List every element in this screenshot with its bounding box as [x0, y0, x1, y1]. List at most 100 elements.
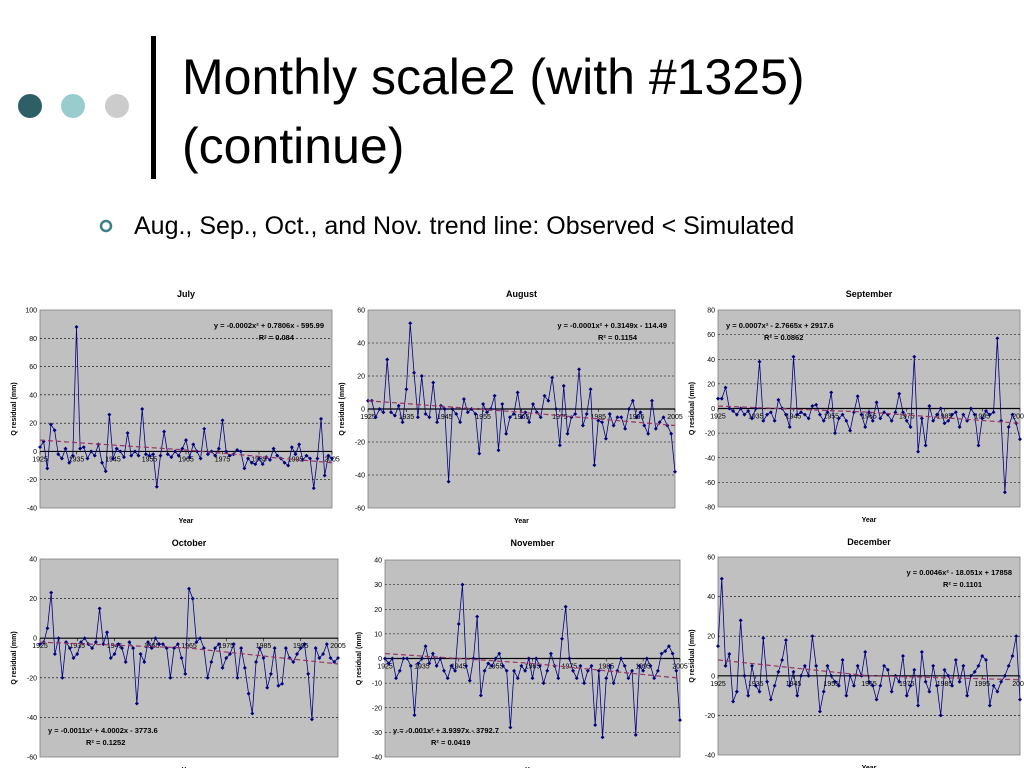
data-point	[919, 650, 924, 655]
data-point	[731, 699, 736, 704]
y-tick-label: -10	[372, 681, 382, 688]
title-line: Monthly scale2 (with #1325)	[182, 49, 805, 105]
bullet-marker	[99, 219, 113, 233]
y-tick-label: -20	[705, 713, 715, 720]
data-point	[458, 420, 463, 425]
data-point	[588, 387, 593, 392]
data-point	[817, 709, 822, 714]
trend-line	[39, 641, 339, 665]
data-point	[889, 689, 894, 694]
x-tick-label: 1955	[823, 681, 839, 688]
chart-title: November	[510, 538, 555, 548]
data-point	[151, 452, 156, 457]
y-tick-label: 40	[29, 392, 37, 399]
data-point	[1006, 663, 1011, 668]
x-tick-label: 1955	[823, 414, 839, 421]
y-tick-label: -40	[705, 753, 715, 760]
y-tick-label: 10	[374, 631, 382, 638]
y-tick-label: -40	[355, 473, 365, 480]
r-squared: R² = 0.1154	[598, 333, 638, 342]
x-tick-label: 1935	[414, 664, 430, 671]
data-point	[85, 456, 90, 461]
data-point	[600, 420, 605, 425]
data-point	[129, 453, 134, 458]
x-tick-label: 1955	[488, 664, 504, 671]
x-tick-label: 1925	[32, 643, 48, 650]
y-tick-label: -60	[27, 755, 37, 762]
y-tick-label: 40	[374, 558, 382, 565]
y-tick-label: 40	[357, 341, 365, 348]
data-point	[950, 683, 955, 688]
data-point	[897, 679, 902, 684]
x-tick-label: 1945	[786, 681, 802, 688]
x-tick-label: 1935	[748, 414, 764, 421]
data-point	[806, 673, 811, 678]
x-tick-label: 1965	[525, 664, 541, 671]
data-point	[912, 667, 917, 672]
x-tick-label: 1925	[377, 664, 393, 671]
data-point	[840, 657, 845, 662]
data-point	[412, 370, 417, 375]
y-tick-label: 20	[29, 421, 37, 428]
data-point	[202, 426, 207, 431]
data-point	[904, 693, 909, 698]
data-point	[716, 644, 720, 649]
x-tick-label: 1965	[181, 643, 197, 650]
trend-line	[717, 659, 1021, 681]
data-point	[757, 689, 762, 694]
y-tick-label: -20	[355, 440, 365, 447]
data-point	[519, 663, 524, 668]
data-point	[589, 663, 594, 668]
data-point	[1010, 654, 1015, 658]
data-point	[987, 703, 992, 708]
y-tick-label: -40	[27, 715, 37, 722]
y-tick-label: 0	[711, 406, 715, 413]
data-point	[140, 407, 145, 411]
data-point	[523, 668, 528, 673]
data-point	[377, 407, 382, 411]
x-tick-label: 1965	[178, 456, 194, 463]
trend-line	[384, 652, 681, 679]
y-tick-label: -40	[705, 455, 715, 462]
x-tick-label: 1995	[635, 664, 651, 671]
y-tick-label: -40	[372, 755, 382, 762]
data-point	[761, 636, 766, 641]
data-point	[537, 663, 542, 668]
data-point	[851, 683, 856, 688]
data-point	[863, 650, 868, 655]
data-point	[1018, 697, 1022, 702]
x-tick-label: 1975	[552, 414, 568, 421]
y-tick-label: 60	[29, 364, 37, 371]
trend-equation: y = -0.0011x² + 4.0002x - 3773.6	[48, 726, 158, 735]
data-point	[814, 663, 819, 668]
data-point	[719, 576, 724, 581]
x-tick-label: 1945	[451, 664, 467, 671]
data-point	[415, 415, 420, 420]
x-axis-label: Year	[179, 518, 194, 525]
trend-line	[717, 405, 1021, 424]
data-point	[541, 681, 546, 686]
data-point	[855, 663, 860, 668]
data-point	[802, 663, 807, 668]
data-point	[995, 689, 1000, 694]
data-point	[825, 663, 830, 668]
data-point	[626, 676, 631, 681]
data-point	[957, 679, 962, 684]
data-point	[931, 663, 936, 668]
y-tick-label: 0	[378, 656, 382, 663]
data-point	[795, 693, 800, 698]
y-tick-label: -60	[705, 480, 715, 487]
data-point	[885, 667, 890, 672]
data-point	[147, 453, 152, 458]
data-point	[176, 453, 181, 458]
data-point	[322, 473, 327, 478]
x-tick-label: 1965	[861, 414, 877, 421]
y-tick-label: 100	[25, 308, 37, 315]
data-point	[799, 673, 804, 678]
data-point	[652, 676, 657, 681]
y-tick-label: -80	[705, 505, 715, 512]
x-tick-label: 1935	[399, 414, 415, 421]
y-tick-label: 40	[707, 357, 715, 364]
data-point	[267, 457, 272, 462]
x-tick-label: 1965	[861, 681, 877, 688]
